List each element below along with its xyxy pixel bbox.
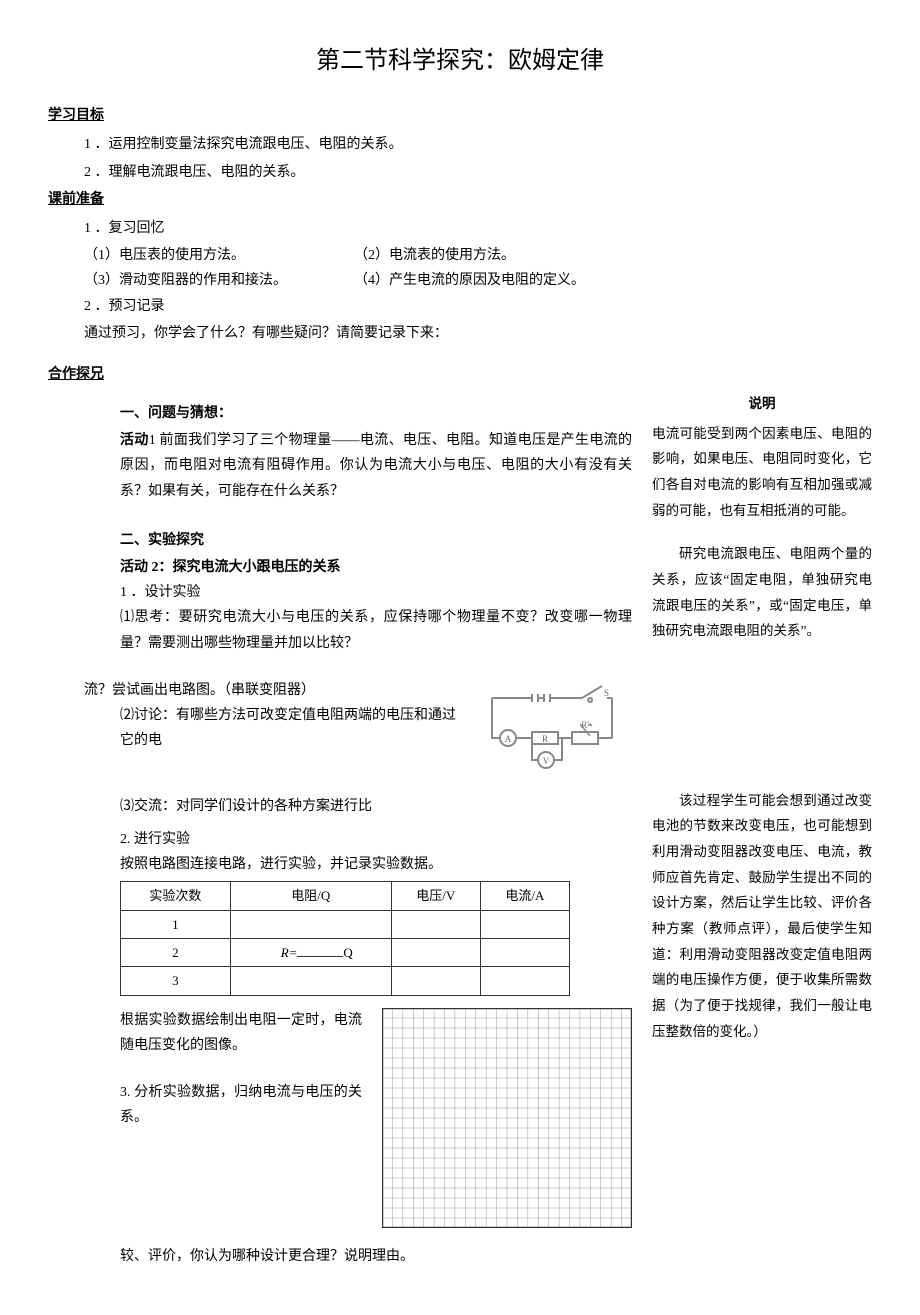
cell-r-2: R= Q bbox=[230, 939, 391, 967]
table-row: 3 bbox=[121, 967, 570, 995]
cell-v-2 bbox=[391, 939, 480, 967]
side-title: 说明 bbox=[652, 391, 872, 417]
data-table: 实验次数 电阻/Q 电压/V 电流/A 1 2 R= Q 3 bbox=[120, 881, 570, 996]
review-heading: 1 ．复习回忆 bbox=[48, 216, 872, 241]
side-p3: 该过程学生可能会想到通过改变电池的节数来改变电压，也可能想到利用滑动变阻器改变电… bbox=[652, 788, 872, 1044]
circuit-diagram: A V R R' S bbox=[472, 678, 632, 778]
preview-text: 通过预习，你学会了什么？有哪些疑问？请简要记录下来： bbox=[48, 321, 872, 346]
page-title: 第二节科学探究：欧姆定律 bbox=[48, 40, 872, 83]
cell-trial-3: 3 bbox=[121, 967, 231, 995]
table-header-row: 实验次数 电阻/Q 电压/V 电流/A bbox=[121, 882, 570, 910]
analyze-text: 3. 分析实验数据，归纳电流与电压的关系。 bbox=[84, 1080, 362, 1130]
activity-2: 活动 2：探究电流大小跟电压的关系 bbox=[120, 555, 632, 580]
side-p2: 研究电流跟电压、电阻两个量的关系，应该“固定电阻，单独研究电流跟电压的关系”，或… bbox=[652, 541, 872, 644]
label-v: V bbox=[543, 756, 550, 766]
do-exp-text: 按照电路图连接电路，进行实验，并记录实验数据。 bbox=[84, 852, 632, 877]
r-blank bbox=[297, 956, 343, 957]
heading-goal: 学习目标 bbox=[48, 103, 872, 128]
cell-i-3 bbox=[480, 967, 569, 995]
label-s: S bbox=[604, 688, 609, 698]
graph-grid bbox=[382, 1008, 632, 1228]
design-heading: 1 ．设计实验 bbox=[120, 580, 632, 605]
heading-coop: 合作探兄 bbox=[48, 362, 872, 387]
review-4: （4）产生电流的原因及电阻的定义。 bbox=[354, 268, 585, 293]
side-p1: 电流可能受到两个因素电压、电阻的影响，如果电压、电阻同时变化，它们各自对电流的影… bbox=[652, 421, 872, 524]
goal-2: 2 ．理解电流跟电压、电阻的关系。 bbox=[48, 160, 872, 185]
label-r: R bbox=[542, 734, 548, 744]
do-exp-heading: 2. 进行实验 bbox=[84, 827, 632, 852]
activity-1: 活动1 前面我们学习了三个物理量——电流、电压、电阻。知道电压是产生电流的原因，… bbox=[120, 428, 632, 504]
circuit-pre: 流？尝试画出电路图。（串联变阻器） bbox=[84, 678, 456, 703]
cell-r-1 bbox=[230, 910, 391, 938]
review-2: （2）电流表的使用方法。 bbox=[354, 243, 515, 268]
preview-heading: 2 ．预习记录 bbox=[48, 294, 872, 319]
heading-prep: 课前准备 bbox=[48, 187, 872, 212]
question-heading: 一、问题与猜想： bbox=[120, 401, 632, 426]
review-1: （1）电压表的使用方法。 bbox=[84, 243, 354, 268]
label-a: A bbox=[505, 734, 512, 744]
goal-1: 1 ．运用控制变量法探究电流跟电压、电阻的关系。 bbox=[48, 132, 872, 157]
label-rp: R' bbox=[581, 720, 589, 730]
activity-1-label: 活动 bbox=[120, 433, 149, 448]
cell-i-1 bbox=[480, 910, 569, 938]
compare-text: 较、评价，你认为哪种设计更合理？说明理由。 bbox=[84, 1244, 632, 1269]
cell-trial-2: 2 bbox=[121, 939, 231, 967]
cell-i-2 bbox=[480, 939, 569, 967]
th-current: 电流/A bbox=[480, 882, 569, 910]
cell-v-1 bbox=[391, 910, 480, 938]
activity-2-text: 活动 2：探究电流大小跟电压的关系 bbox=[120, 560, 341, 575]
th-voltage: 电压/V bbox=[391, 882, 480, 910]
experiment-heading: 二、实验探究 bbox=[120, 528, 632, 553]
r-prefix: R= bbox=[281, 945, 298, 960]
table-row: 1 bbox=[121, 910, 570, 938]
cell-v-3 bbox=[391, 967, 480, 995]
r-suffix: Q bbox=[343, 945, 352, 960]
exchange-text: ⑶交流：对同学们设计的各种方案进行比 bbox=[84, 794, 632, 819]
activity-1-text: 1 前面我们学习了三个物理量——电流、电压、电阻。知道电压是产生电流的原因，而电… bbox=[120, 433, 632, 498]
review-3: （3）滑动变阻器的作用和接法。 bbox=[84, 268, 354, 293]
cell-r-3 bbox=[230, 967, 391, 995]
think-1: ⑴思考：要研究电流大小与电压的关系，应保持哪个物理量不变？改变哪一物理量？需要测… bbox=[120, 605, 632, 655]
cell-trial-1: 1 bbox=[121, 910, 231, 938]
graph-text: 根据实验数据绘制出电阻一定时，电流随电压变化的图像。 bbox=[84, 1008, 362, 1058]
th-resistance: 电阻/Q bbox=[230, 882, 391, 910]
table-row: 2 R= Q bbox=[121, 939, 570, 967]
discuss-text: ⑵讨论：有哪些方法可改变定值电阻两端的电压和通过它的电 bbox=[84, 703, 456, 753]
th-trial: 实验次数 bbox=[121, 882, 231, 910]
